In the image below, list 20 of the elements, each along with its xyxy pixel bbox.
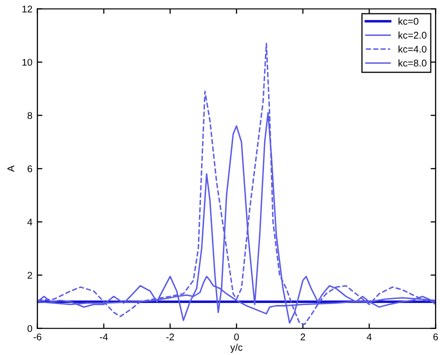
legend-label: kc=2.0 — [398, 32, 426, 39]
y-tick-label: 6 — [28, 165, 32, 172]
x-tick-label: 6 — [433, 333, 438, 340]
y-tick-label: 2 — [28, 272, 32, 279]
y-tick-label: 12 — [22, 6, 32, 12]
x-tick-label: -6 — [34, 333, 42, 340]
x-tick-label: 2 — [300, 333, 306, 340]
y-tick-label: 4 — [27, 218, 32, 226]
y-tick-label: 8 — [28, 112, 32, 119]
x-tick-label: -2 — [166, 333, 174, 340]
x-tick-label: -4 — [100, 334, 108, 340]
y-tick-label: 0 — [28, 325, 32, 332]
legend-label: kc=4.0 — [398, 45, 426, 53]
legend-label: kc=8.0 — [398, 59, 426, 67]
x-tick-label: 0 — [234, 333, 239, 340]
x-axis-title: y/c — [230, 344, 242, 353]
x-tick-label: 4 — [366, 334, 372, 340]
y-tick-label: 10 — [22, 58, 32, 66]
legend-label: kc=0 — [398, 18, 418, 25]
y-axis-title: A — [7, 165, 14, 172]
